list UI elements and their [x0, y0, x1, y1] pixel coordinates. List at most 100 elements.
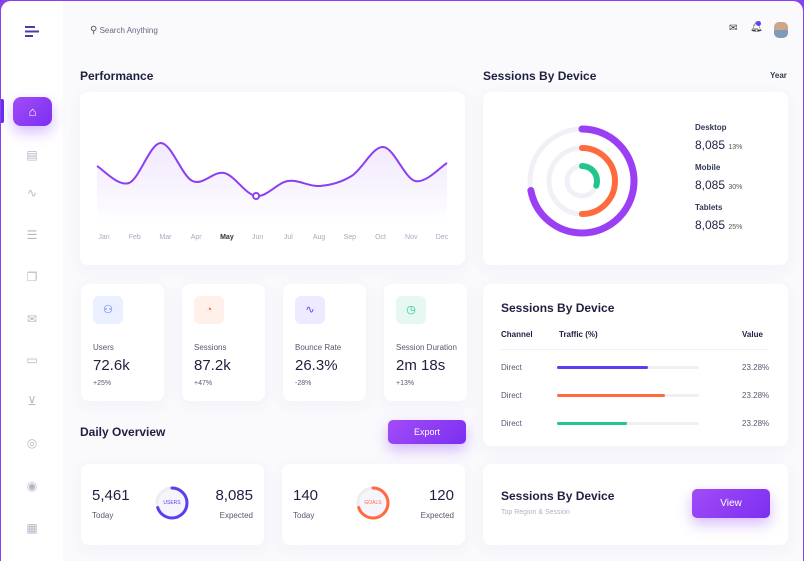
avatar[interactable] [774, 22, 788, 38]
sidebar-item-chat[interactable]: ▭ [26, 353, 38, 367]
view-button[interactable]: View [692, 489, 770, 518]
stat-card: ◔ Sessions 87.2k +47% [182, 284, 265, 401]
device-title: Sessions By Device [483, 69, 597, 83]
month-label: Jan [98, 234, 110, 241]
ring-tablets [564, 163, 600, 199]
daily-title: Daily Overview [80, 425, 166, 439]
legend-value: 8,085 30% [695, 178, 742, 192]
channel-label: Direct [501, 419, 522, 428]
month-label: Jun [251, 234, 264, 241]
stat-change: -28% [295, 380, 312, 387]
stat-label: Session Duration [396, 343, 457, 352]
menu-icon[interactable] [25, 26, 39, 37]
percent: 25% [728, 224, 743, 231]
stat-label: Bounce Rate [295, 343, 342, 352]
stat-change: +13% [396, 380, 415, 387]
traffic-value: 23.28% [742, 363, 770, 372]
month-label: Jul [283, 234, 293, 241]
sidebar-item-layout[interactable]: ▤ [26, 148, 38, 162]
daily-card: 5,461 Today 8,085 Expected USERS [81, 464, 264, 545]
chart-marker[interactable] [252, 192, 261, 200]
ring-label: USERS [163, 500, 181, 506]
activity-icon: ∿ [295, 296, 325, 324]
month-label: Oct [375, 234, 386, 241]
sidebar-item-activity[interactable]: ∿ [26, 186, 38, 200]
legend-label: Mobile [695, 163, 721, 172]
region-title: Sessions By Device [501, 489, 615, 503]
percent: 13% [728, 144, 743, 151]
stat-value: 26.3% [295, 357, 338, 374]
export-button[interactable]: Export [388, 420, 466, 444]
stat-value: 2m 18s [396, 357, 446, 374]
stat-value: 87.2k [194, 357, 231, 374]
legend-value: 8,085 13% [695, 138, 742, 152]
chart-line [96, 141, 448, 198]
period-select[interactable]: Year [770, 71, 787, 80]
stat-card: ⚇ Users 72.6k +25% [81, 284, 164, 401]
value: 8,085 [695, 178, 726, 192]
expected-label: Expected [219, 511, 253, 520]
stat-label: Users [93, 343, 114, 352]
channel-label: Direct [501, 363, 522, 372]
expected-value: 8,085 [215, 487, 253, 504]
legend-label: Desktop [695, 123, 727, 132]
stat-card: ◷ Session Duration 2m 18s +13% [384, 284, 467, 401]
legend-label: Tablets [695, 203, 723, 212]
clock-icon: ◷ [396, 296, 426, 324]
sidebar-item-target[interactable]: ◉ [26, 479, 38, 493]
header-traffic: Traffic (%) [559, 330, 598, 339]
expected-value: 120 [428, 487, 454, 504]
traffic-value: 23.28% [742, 391, 770, 400]
sidebar-item-home[interactable]: ⌂ [13, 97, 52, 126]
notification-badge [756, 21, 761, 26]
mail-icon[interactable]: ✉ [729, 23, 738, 34]
traffic-bar [557, 422, 699, 425]
progress-ring [155, 486, 189, 520]
traffic-card [483, 284, 788, 446]
header-value: Value [742, 330, 763, 339]
month-label: Nov [405, 234, 418, 241]
home-icon: ⌂ [28, 104, 37, 119]
stat-change: +47% [194, 380, 213, 387]
sidebar: ⌂ ▤ ∿ ☰ ❐ ✉ ▭ ⊻ ◎ ◉ ▦ [1, 1, 63, 561]
users-icon: ⚇ [93, 296, 123, 324]
month-label: Dec [435, 234, 449, 241]
sidebar-item-database[interactable]: ☰ [26, 228, 38, 242]
value: 8,085 [695, 218, 726, 232]
stat-value: 72.6k [93, 357, 130, 374]
sidebar-item-mail[interactable]: ✉ [26, 312, 38, 326]
month-label: Mar [159, 234, 172, 241]
bell-icon[interactable]: 🔔︎ [750, 21, 763, 33]
region-subtitle: Top Region & Session [501, 509, 570, 516]
traffic-value: 23.28% [742, 419, 770, 428]
channel-label: Direct [501, 391, 522, 400]
traffic-bar [557, 366, 699, 369]
today-label: Today [92, 511, 114, 520]
search-icon: ⚲ [90, 25, 98, 36]
daily-card: 140 Today 120 Expected GOALS [282, 464, 465, 545]
header-channel: Channel [501, 330, 533, 339]
divider [501, 349, 768, 350]
sessions-icon: ◔ [194, 296, 224, 324]
today-label: Today [293, 511, 315, 520]
legend-value: 8,085 25% [695, 218, 742, 232]
stat-label: Sessions [194, 343, 227, 352]
sidebar-item-calendar[interactable]: ▦ [26, 521, 38, 535]
active-indicator [1, 99, 4, 123]
today-value: 140 [293, 487, 319, 504]
month-label: May [220, 234, 234, 241]
sidebar-item-share[interactable]: ◎ [26, 436, 38, 450]
performance-title: Performance [80, 69, 154, 83]
stat-card: ∿ Bounce Rate 26.3% -28% [283, 284, 366, 401]
traffic-title: Sessions By Device [501, 301, 615, 315]
sidebar-item-cart[interactable]: ⊻ [27, 394, 37, 408]
traffic-bar [557, 394, 699, 397]
search-input[interactable]: ⚲ Search Anything [90, 25, 158, 36]
sidebar-item-copy[interactable]: ❐ [26, 270, 38, 284]
ring-mobile [546, 145, 618, 217]
ring-desktop [526, 125, 638, 237]
month-label: Feb [128, 234, 141, 241]
search-placeholder: Search Anything [99, 26, 158, 35]
chart-area [97, 142, 447, 226]
